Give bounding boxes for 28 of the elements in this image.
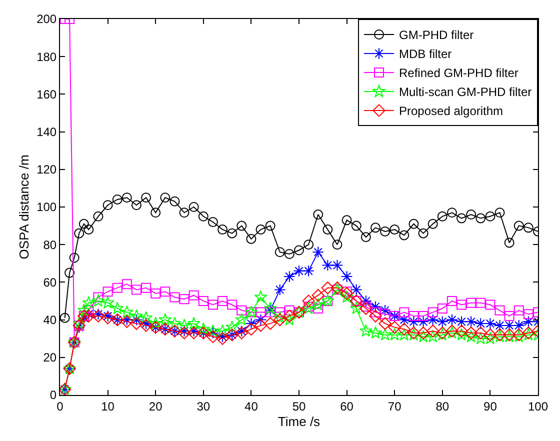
y-tick-label: 180 bbox=[36, 50, 57, 64]
legend-label: Multi-scan GM-PHD filter bbox=[399, 85, 532, 100]
x-tick-label: 100 bbox=[528, 399, 548, 414]
y-tick-label: 160 bbox=[36, 87, 57, 102]
x-tick-label: 20 bbox=[148, 399, 163, 414]
y-tick-label: 120 bbox=[36, 162, 57, 177]
y-tick-label: 200 bbox=[36, 12, 57, 26]
x-axis-title: Time /s bbox=[278, 414, 321, 429]
y-tick-label: 40 bbox=[43, 313, 57, 327]
x-tick-label: 60 bbox=[340, 399, 354, 414]
y-tick-label: 80 bbox=[43, 238, 57, 252]
y-tick-label: 100 bbox=[36, 200, 57, 214]
x-tick-label: 30 bbox=[196, 399, 210, 414]
x-tick-label: 40 bbox=[244, 399, 258, 414]
legend-label: Proposed algorithm bbox=[399, 104, 504, 118]
x-tick-label: 70 bbox=[388, 399, 402, 414]
legend-label: MDB filter bbox=[399, 47, 452, 62]
y-tick-label: 60 bbox=[43, 275, 57, 290]
x-tick-label: 80 bbox=[436, 399, 450, 414]
y-tick-label: 140 bbox=[36, 125, 57, 139]
legend-label: GM-PHD filter bbox=[399, 28, 474, 42]
x-tick-label: 90 bbox=[484, 399, 498, 414]
x-tick-label: 50 bbox=[292, 399, 306, 414]
y-tick-label: 20 bbox=[43, 350, 57, 365]
x-tick-label: 10 bbox=[101, 399, 115, 414]
y-tick-label: 0 bbox=[50, 388, 57, 402]
legend-label: Refined GM-PHD filter bbox=[399, 66, 518, 80]
y-axis-title: OSPA distance /m bbox=[16, 154, 32, 260]
